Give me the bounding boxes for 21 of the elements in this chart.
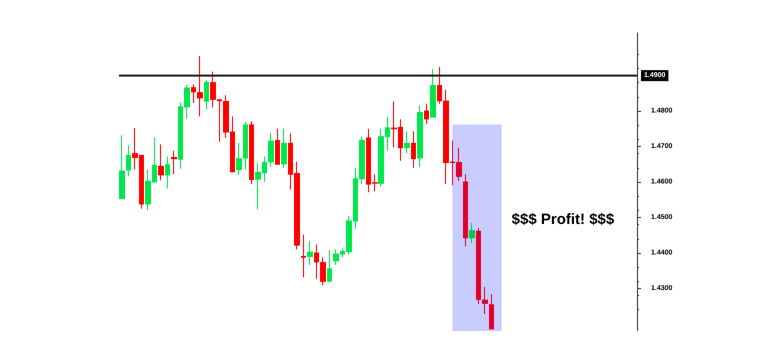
candlestick — [171, 150, 177, 175]
candlestick — [307, 240, 313, 266]
candlestick — [417, 104, 423, 168]
candlestick — [119, 134, 125, 200]
candlestick — [489, 294, 494, 330]
candlestick — [463, 174, 468, 247]
candlestick — [411, 130, 416, 168]
candlestick — [126, 144, 131, 177]
candlestick — [301, 234, 306, 278]
candlestick — [281, 128, 287, 168]
candlestick — [430, 68, 436, 118]
candlestick — [249, 120, 254, 185]
candlestick — [404, 130, 410, 154]
annotation: $$$ Profit! $$$ — [512, 211, 615, 228]
candlestick — [165, 156, 170, 190]
candlestick — [424, 103, 429, 125]
candlestick — [158, 144, 164, 181]
candlestick — [204, 80, 209, 110]
candlestick — [469, 222, 475, 244]
candlestick — [327, 250, 332, 284]
candlestick — [275, 128, 280, 166]
